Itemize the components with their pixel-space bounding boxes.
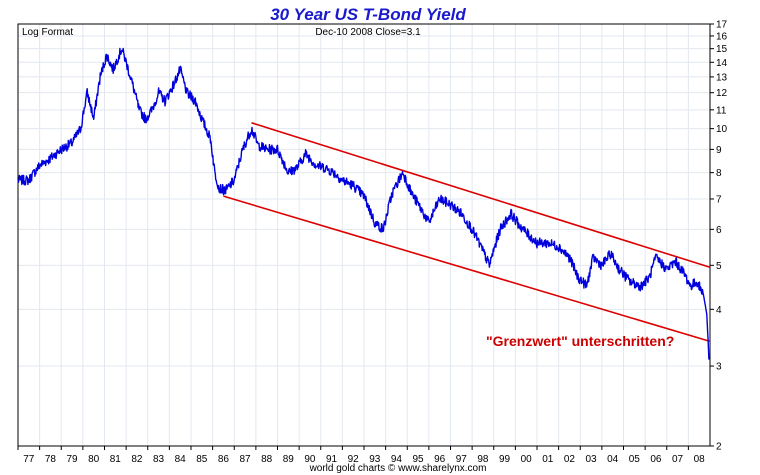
scale-label: Log Format <box>22 27 73 38</box>
y-tick-label: 14 <box>716 58 728 69</box>
x-tick-label: 08 <box>694 454 706 465</box>
channel-line-lower <box>223 195 711 343</box>
x-tick-label: 99 <box>499 454 511 465</box>
x-tick-label: 04 <box>607 454 619 465</box>
y-tick-label: 13 <box>716 72 728 83</box>
y-tick-label: 16 <box>716 31 728 42</box>
x-tick-label: 83 <box>153 454 165 465</box>
x-tick-label: 91 <box>326 454 338 465</box>
last-close-label: Dec-10 2008 Close=3.1 <box>315 27 421 38</box>
grenzwert-annotation: "Grenzwert" unterschritten? <box>486 333 674 349</box>
x-tick-label: 87 <box>240 454 252 465</box>
y-tick-label: 3 <box>716 362 722 373</box>
y-tick-label: 15 <box>716 44 728 55</box>
x-tick-label: 00 <box>521 454 533 465</box>
y-tick-label: 8 <box>716 168 722 179</box>
y-tick-label: 4 <box>716 305 722 316</box>
x-tick-label: 96 <box>434 454 446 465</box>
x-tick-label: 03 <box>586 454 598 465</box>
x-tick-label: 88 <box>261 454 273 465</box>
y-tick-label: 10 <box>716 124 728 135</box>
y-tick-label: 17 <box>716 20 728 31</box>
x-tick-label: 81 <box>110 454 122 465</box>
x-tick-label: 85 <box>196 454 208 465</box>
yield-series-line <box>17 47 710 360</box>
x-tick-label: 78 <box>45 454 57 465</box>
x-tick-label: 02 <box>564 454 576 465</box>
y-tick-label: 12 <box>716 88 728 99</box>
x-tick-label: 77 <box>23 454 35 465</box>
y-tick-label: 7 <box>716 194 722 205</box>
y-tick-label: 9 <box>716 145 722 156</box>
x-tick-label: 82 <box>131 454 143 465</box>
x-tick-label: 06 <box>650 454 662 465</box>
y-tick-label: 6 <box>716 225 722 236</box>
x-tick-label: 90 <box>304 454 316 465</box>
x-tick-label: 07 <box>672 454 684 465</box>
y-tick-label: 5 <box>716 261 722 272</box>
trend-channel <box>223 122 711 343</box>
x-tick-label: 79 <box>67 454 79 465</box>
x-tick-label: 95 <box>413 454 425 465</box>
y-tick-label: 11 <box>716 105 727 116</box>
x-tick-label: 98 <box>477 454 489 465</box>
x-tick-label: 80 <box>88 454 100 465</box>
x-tick-label: 01 <box>542 454 554 465</box>
x-tick-label: 84 <box>175 454 187 465</box>
y-tick-label: 2 <box>716 442 722 453</box>
chart-title: 30 Year US T-Bond Yield <box>270 5 466 24</box>
x-tick-label: 93 <box>369 454 381 465</box>
x-tick-label: 97 <box>456 454 468 465</box>
x-tick-label: 92 <box>348 454 360 465</box>
source-credit: world gold charts © www.sharelynx.com <box>309 463 487 474</box>
x-tick-label: 94 <box>391 454 403 465</box>
x-tick-label: 89 <box>283 454 295 465</box>
channel-line-upper <box>251 122 711 269</box>
x-tick-label: 86 <box>218 454 230 465</box>
x-tick-label: 05 <box>629 454 641 465</box>
x-axis-ticks: 77 78 79 80 81 82 83 84 85 86 87 88 89 90 91 92 93 94 95 96… <box>17 446 706 465</box>
